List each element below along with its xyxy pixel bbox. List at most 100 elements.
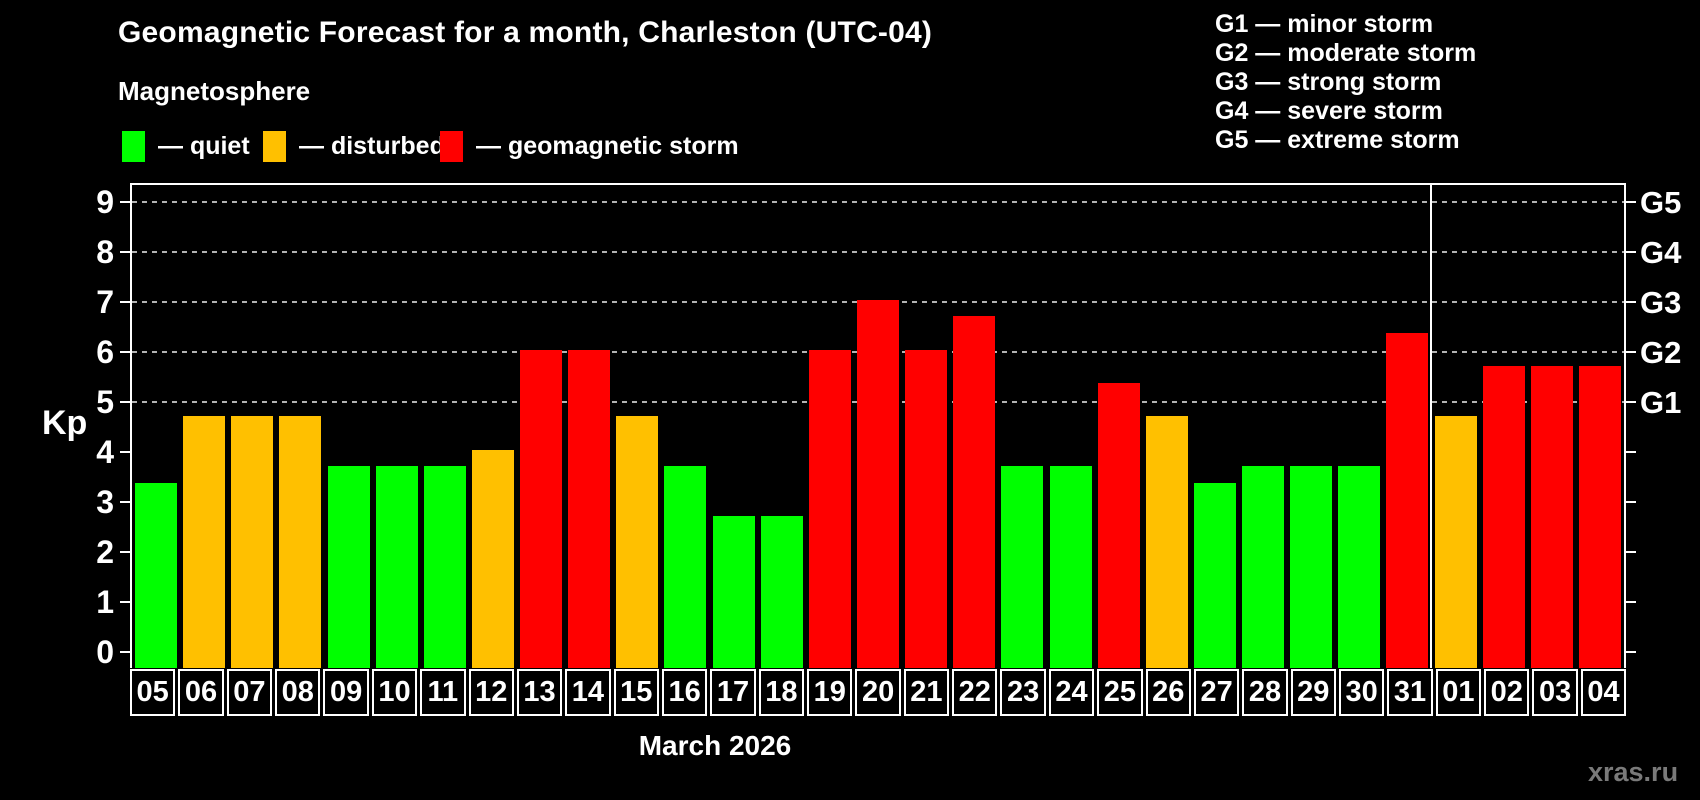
left-tick-kp9 xyxy=(120,200,130,203)
g-legend-line-4: G4 — severe storm xyxy=(1215,97,1443,125)
day-label-24: 24 xyxy=(1048,669,1095,716)
day-label-30: 30 xyxy=(1338,669,1385,716)
day-label-22: 22 xyxy=(952,669,998,716)
right-tick-kp8 xyxy=(1626,250,1636,253)
right-tick-kp6 xyxy=(1626,350,1636,353)
right-tick-kp4 xyxy=(1626,450,1636,453)
day-label-11: 11 xyxy=(420,669,466,716)
y-tick-label-4: 4 xyxy=(96,433,114,470)
bar-day-14 xyxy=(568,349,611,668)
legend-item-storm: — geomagnetic storm xyxy=(440,131,739,162)
g-legend-line-1: G1 — minor storm xyxy=(1215,10,1434,38)
bar-day-21 xyxy=(905,349,948,668)
left-tick-kp8 xyxy=(120,250,130,253)
day-label-07: 07 xyxy=(226,669,273,716)
y-axis-title: Kp xyxy=(42,404,88,442)
right-tick-kp0 xyxy=(1626,650,1636,653)
left-tick-kp6 xyxy=(120,350,130,353)
y-tick-label-3: 3 xyxy=(96,483,114,520)
bar-day-15 xyxy=(616,416,659,668)
bar-day-17 xyxy=(712,516,755,668)
day-label-14: 14 xyxy=(565,669,611,716)
y-tick-label-1: 1 xyxy=(96,583,114,620)
bar-day-20 xyxy=(857,299,899,668)
chart-title: Geomagnetic Forecast for a month, Charle… xyxy=(118,16,933,49)
left-tick-kp3 xyxy=(120,500,130,503)
bar-day-25 xyxy=(1097,383,1140,668)
g-legend-line-3: G3 — strong storm xyxy=(1215,68,1442,96)
g-axis-label-g1: G1 xyxy=(1640,384,1682,420)
y-tick-label-0: 0 xyxy=(96,633,114,670)
bar-day-29 xyxy=(1290,466,1333,668)
y-tick-label-8: 8 xyxy=(96,233,114,270)
left-tick-kp7 xyxy=(120,300,130,303)
x-axis-day-labels: 05 06 07 08 09 10 11 12 13 14 15 16 17 18 19 20 21 22 23 24… xyxy=(130,669,1627,716)
g-axis-label-g4: G4 xyxy=(1640,234,1682,270)
day-label-18: 18 xyxy=(758,669,805,716)
bar-day-02 xyxy=(1482,366,1525,668)
chart-subtitle: Magnetosphere xyxy=(118,76,311,106)
day-label-04: 04 xyxy=(1580,669,1627,716)
g-axis-label-g5: G5 xyxy=(1640,184,1682,220)
left-tick-kp4 xyxy=(120,450,130,453)
day-label-20: 20 xyxy=(855,669,901,716)
day-label-23: 23 xyxy=(1000,669,1046,716)
day-label-08: 08 xyxy=(275,669,321,716)
legend-label-storm: — geomagnetic storm xyxy=(476,132,739,160)
legend-item-quiet: — quiet xyxy=(122,131,250,162)
left-tick-kp0 xyxy=(120,650,130,653)
bar-day-10 xyxy=(375,466,418,668)
legend-label-quiet: — quiet xyxy=(158,132,250,160)
bar-day-08 xyxy=(279,416,322,668)
bar-day-05 xyxy=(135,483,178,668)
bar-day-09 xyxy=(327,466,370,668)
right-tick-kp9 xyxy=(1626,200,1636,203)
day-label-10: 10 xyxy=(371,669,418,716)
y-tick-label-5: 5 xyxy=(96,383,114,420)
bar-day-30 xyxy=(1338,466,1381,668)
day-label-25: 25 xyxy=(1097,669,1143,716)
bar-day-06 xyxy=(183,416,226,668)
left-tick-kp5 xyxy=(120,400,130,403)
bar-day-23 xyxy=(1001,466,1044,668)
gridline-kp9 xyxy=(132,200,1624,203)
y-tick-label-7: 7 xyxy=(96,283,114,320)
day-label-16: 16 xyxy=(661,669,708,716)
bar-day-27 xyxy=(1193,483,1236,668)
day-label-31: 31 xyxy=(1387,669,1433,716)
day-label-01: 01 xyxy=(1435,669,1482,716)
y-tick-label-2: 2 xyxy=(96,533,114,570)
bar-day-16 xyxy=(664,466,707,668)
right-tick-kp7 xyxy=(1626,300,1636,303)
day-label-26: 26 xyxy=(1145,669,1191,716)
plot-area: 0 1 2 3 4 5 6 7 8 9 G1 G2 G3 G4 G5 xyxy=(96,183,1681,668)
day-label-02: 02 xyxy=(1484,669,1530,716)
bar-day-26 xyxy=(1145,416,1188,668)
watermark: xras.ru xyxy=(1588,757,1679,787)
y-tick-label-9: 9 xyxy=(96,183,114,220)
bar-day-19 xyxy=(808,349,851,668)
bar-day-03 xyxy=(1530,366,1573,668)
day-label-13: 13 xyxy=(516,669,563,716)
g-axis-label-g3: G3 xyxy=(1640,284,1682,320)
day-label-06: 06 xyxy=(178,669,224,716)
day-label-15: 15 xyxy=(613,669,659,716)
g-scale-legend: G1 — minor storm G2 — moderate storm G3 — … xyxy=(1215,10,1476,155)
bar-day-13 xyxy=(520,349,563,668)
g-axis-label-g2: G2 xyxy=(1640,334,1682,370)
bar-day-31 xyxy=(1386,333,1429,668)
day-label-19: 19 xyxy=(807,669,853,716)
day-label-03: 03 xyxy=(1532,669,1578,716)
day-label-27: 27 xyxy=(1193,669,1240,716)
day-label-29: 29 xyxy=(1290,669,1336,716)
day-label-21: 21 xyxy=(903,669,950,716)
g-legend-line-2: G2 — moderate storm xyxy=(1215,39,1477,67)
day-label-12: 12 xyxy=(468,669,514,716)
right-tick-kp2 xyxy=(1626,550,1636,553)
bar-day-07 xyxy=(231,416,274,668)
legend-label-disturbed: — disturbed xyxy=(299,132,445,160)
bar-day-12 xyxy=(471,449,514,668)
right-tick-kp3 xyxy=(1626,500,1636,503)
day-label-28: 28 xyxy=(1242,669,1288,716)
